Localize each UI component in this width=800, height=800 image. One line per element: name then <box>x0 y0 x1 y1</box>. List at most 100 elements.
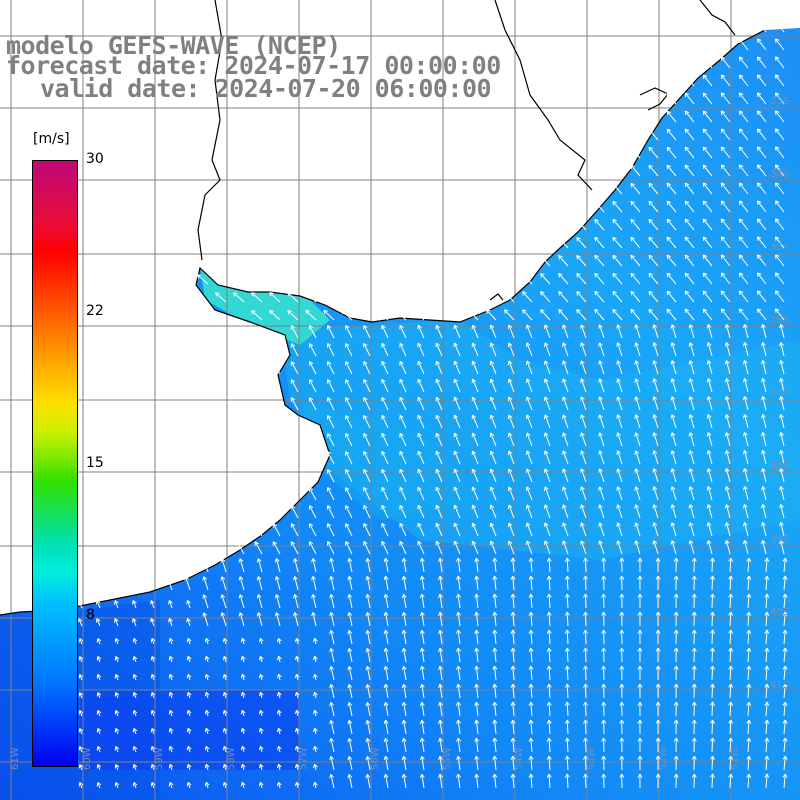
wind-arrow <box>114 764 120 771</box>
wind-arrow <box>401 647 407 663</box>
colorbar-tick-30: 30 <box>86 151 104 167</box>
wind-arrow <box>666 92 677 105</box>
wind-arrow <box>756 182 767 195</box>
wind-arrow <box>489 360 497 375</box>
wind-arrow <box>272 361 281 375</box>
wind-arrow <box>775 92 785 105</box>
wind-arrow <box>150 764 156 771</box>
wind-arrow <box>684 110 695 123</box>
wind-arrow <box>435 378 443 393</box>
wind-arrow <box>489 486 497 501</box>
wind-arrow <box>583 773 588 789</box>
wind-arrow <box>507 504 515 519</box>
wind-arrow <box>634 468 641 483</box>
wind-arrow <box>702 182 713 195</box>
wind-arrow <box>504 309 515 321</box>
wind-arrow <box>724 378 731 393</box>
wind-arrow <box>562 540 569 555</box>
wind-arrow <box>419 557 425 573</box>
wind-arrow <box>637 665 643 681</box>
wind-arrow <box>742 360 749 375</box>
wind-arrow <box>438 683 443 699</box>
wind-arrow <box>294 745 300 753</box>
wind-arrow <box>612 290 623 303</box>
wind-arrow <box>619 575 625 591</box>
wind-arrow <box>598 396 605 411</box>
wind-arrow <box>616 486 623 501</box>
wind-arrow <box>779 504 785 519</box>
wind-arrow <box>363 486 371 501</box>
wind-arrow <box>453 450 461 465</box>
wind-arrow <box>764 647 770 663</box>
wind-arrow <box>724 486 731 501</box>
wind-arrow <box>670 486 677 501</box>
wind-arrow <box>782 611 788 627</box>
wind-arrow <box>666 128 677 141</box>
wind-arrow <box>150 710 156 717</box>
wind-arrow <box>419 737 425 753</box>
wind-arrow <box>691 593 697 609</box>
wind-arrow <box>742 324 749 339</box>
wind-arrow <box>720 92 731 105</box>
wind-arrow <box>756 200 767 213</box>
wind-arrow <box>702 308 713 321</box>
wind-arrow <box>489 396 497 411</box>
wind-arrow <box>670 342 677 357</box>
wind-arrow <box>365 773 371 789</box>
wind-arrow <box>616 378 623 393</box>
wind-arrow <box>720 308 731 321</box>
wind-arrow <box>383 719 389 735</box>
wind-arrow <box>269 292 281 303</box>
wind-arrow <box>381 468 389 483</box>
wind-arrow <box>78 710 84 717</box>
wind-arrow <box>294 763 300 771</box>
wind-arrow <box>276 673 282 681</box>
wind-arrow <box>630 272 641 285</box>
wind-arrow <box>383 665 389 681</box>
wind-arrow <box>616 324 623 339</box>
wind-arrow <box>546 773 552 789</box>
wind-arrow <box>132 600 137 609</box>
wind-arrow <box>381 378 389 393</box>
wind-arrow <box>347 575 353 591</box>
wind-arrow <box>510 557 516 573</box>
wind-arrow <box>456 773 461 789</box>
wind-arrow <box>583 683 588 699</box>
wind-arrow <box>728 683 734 699</box>
wind-arrow <box>673 557 679 573</box>
wind-arrow <box>724 540 731 555</box>
wind-arrow <box>630 290 641 303</box>
wind-arrow <box>305 291 317 303</box>
wind-arrow <box>345 343 353 357</box>
wind-arrow <box>688 432 695 447</box>
wind-arrow <box>347 647 353 663</box>
wind-arrow <box>598 450 605 465</box>
wind-arrow <box>655 611 661 627</box>
wind-arrow <box>365 629 371 645</box>
wind-arrow <box>456 593 461 609</box>
wind-arrow <box>724 342 731 357</box>
wind-arrow <box>710 593 715 609</box>
wind-arrow <box>96 764 102 771</box>
wind-arrow <box>564 737 570 753</box>
wind-arrow <box>114 638 120 645</box>
wind-arrow <box>456 647 461 663</box>
wind-arrow <box>688 360 695 375</box>
wind-arrow <box>728 755 734 771</box>
wind-arrow <box>525 522 533 537</box>
wind-arrow <box>272 523 281 537</box>
wind-arrow <box>742 378 749 393</box>
latitude-labels: 33S 34S 35S 36S 37S 38S 39S 40S 41S <box>770 96 789 691</box>
wind-arrow <box>775 272 785 285</box>
wind-arrow <box>399 504 407 519</box>
wind-arrow <box>326 505 335 519</box>
wind-arrow <box>525 504 533 519</box>
wind-arrow <box>710 719 715 735</box>
wind-arrow <box>453 414 461 429</box>
wind-arrow <box>186 745 192 753</box>
wind-arrow <box>222 745 228 753</box>
wind-arrow <box>738 146 749 159</box>
wind-arrow <box>673 593 679 609</box>
wind-arrow <box>383 593 389 609</box>
